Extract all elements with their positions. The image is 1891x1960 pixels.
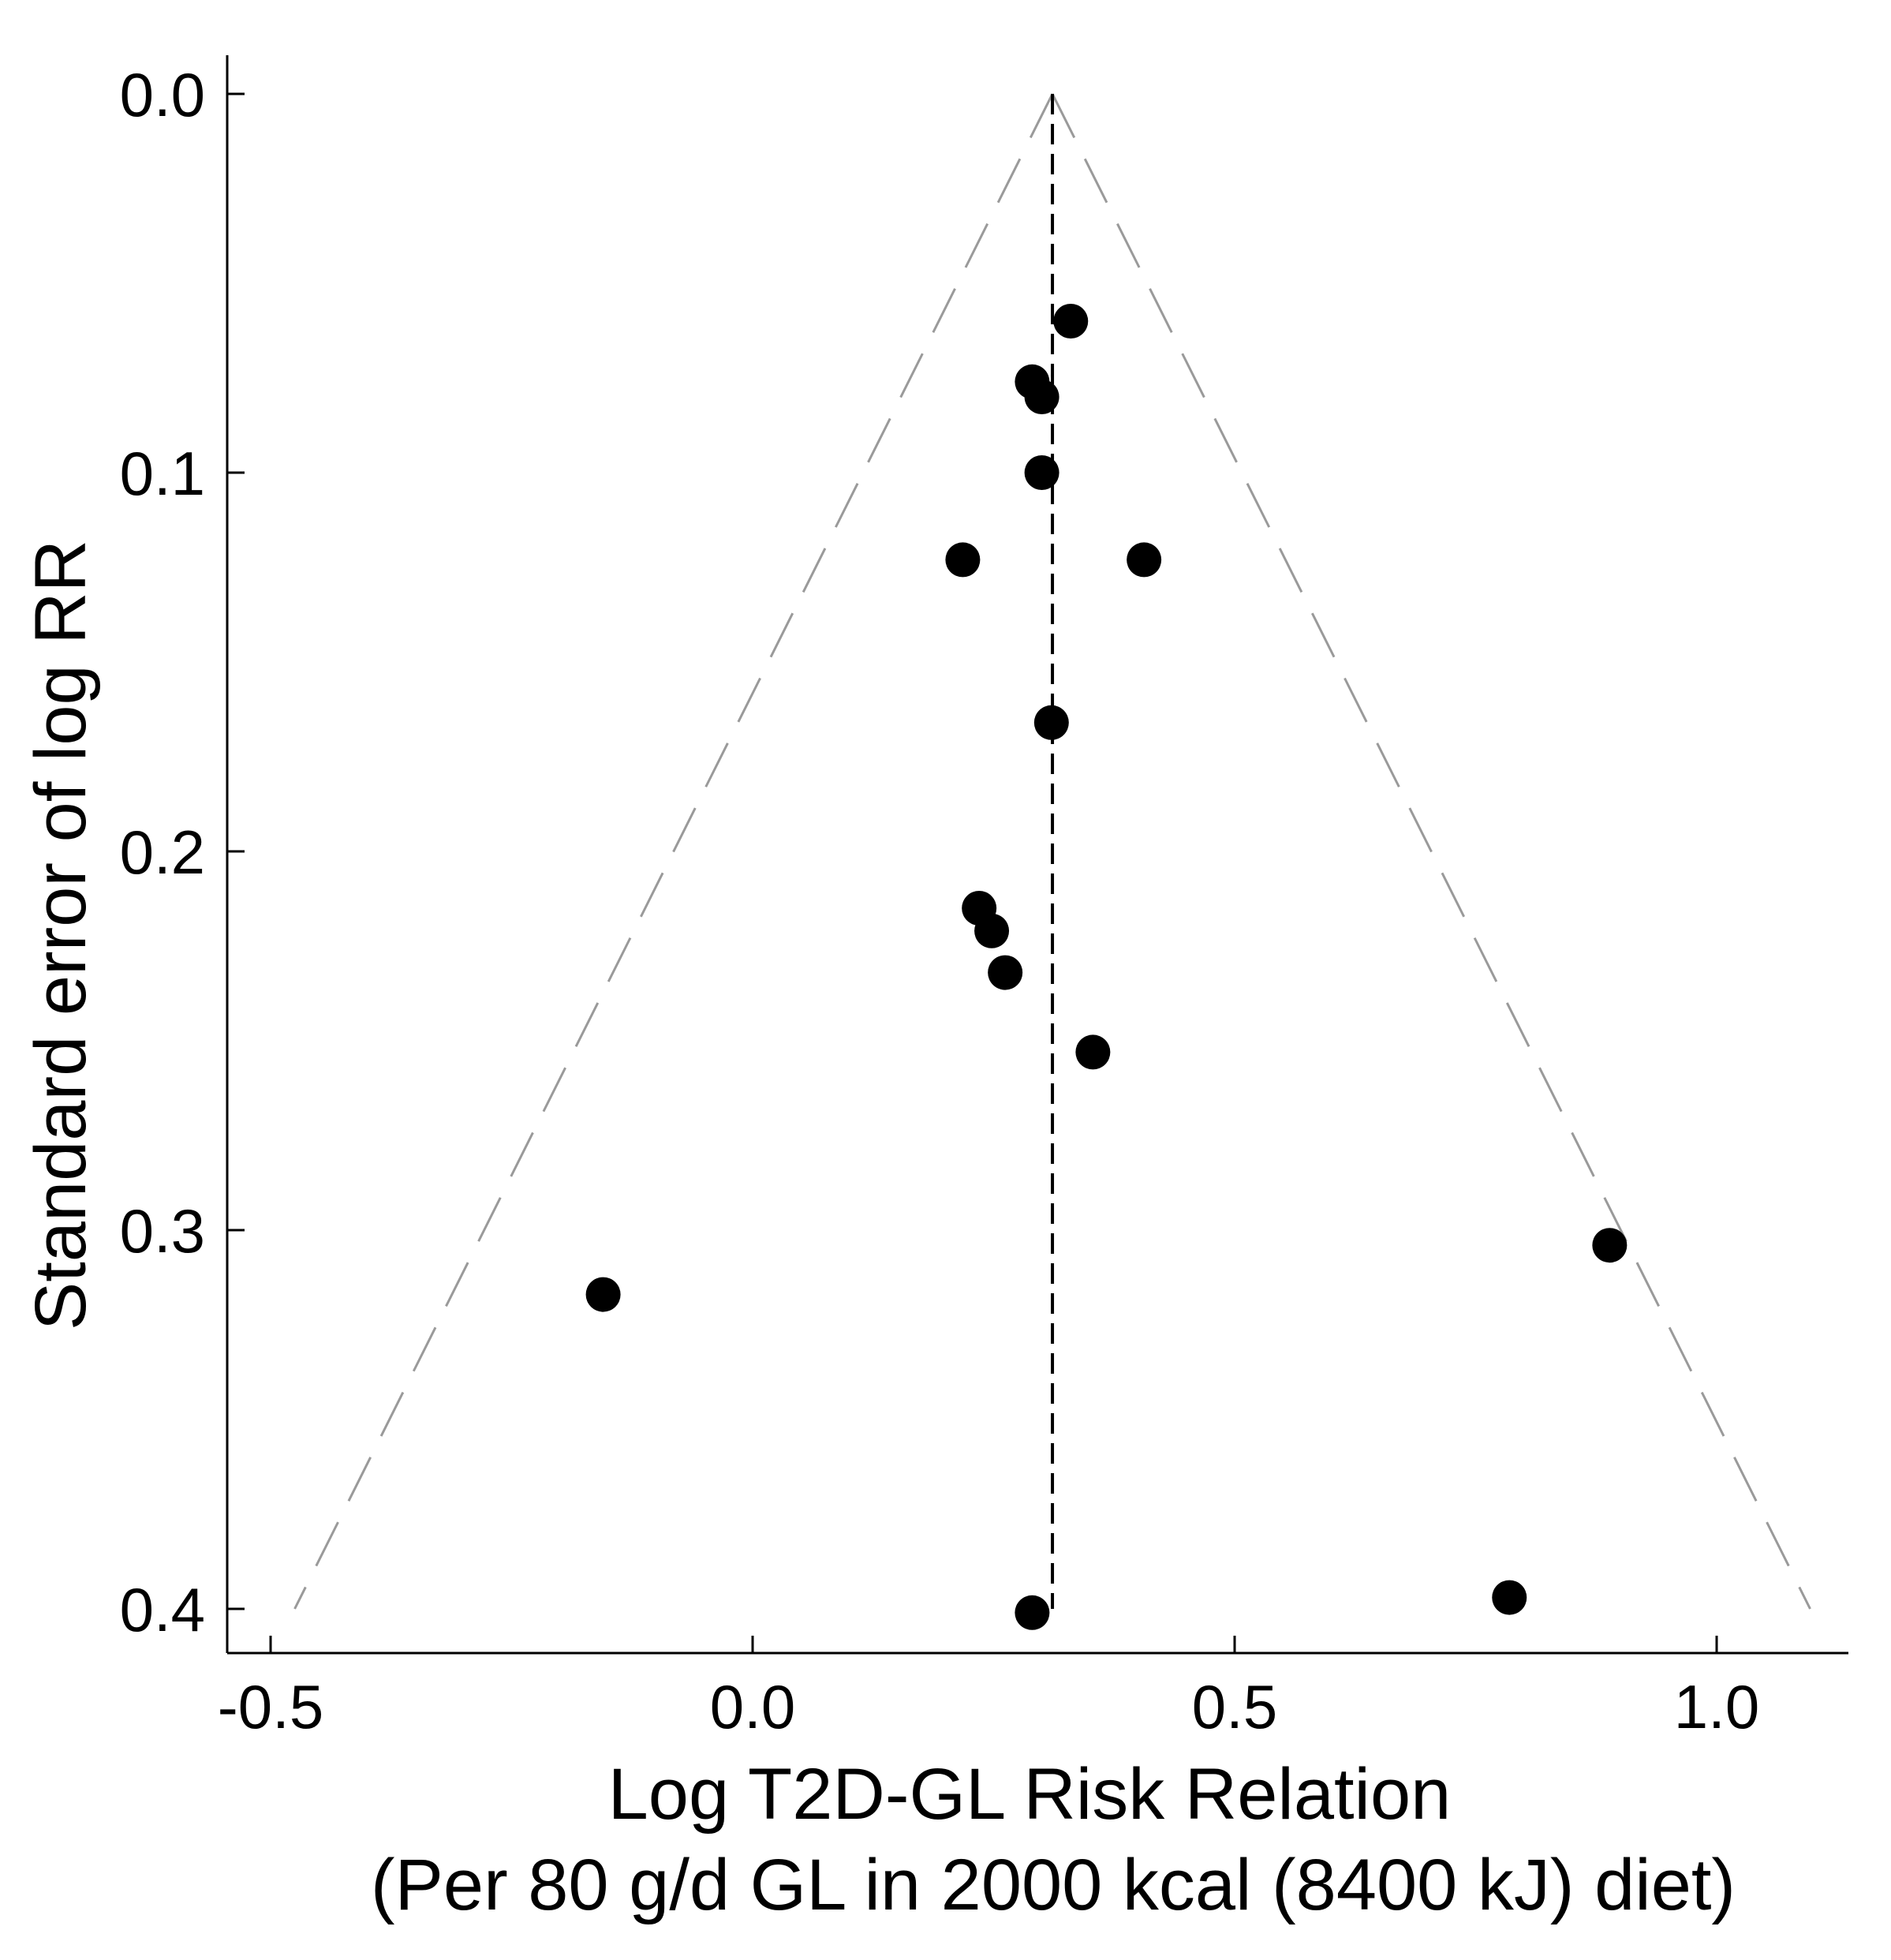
x-tick-label: 1.0 xyxy=(1674,1672,1759,1741)
y-tick-label: 0.1 xyxy=(120,439,205,508)
study-point xyxy=(1127,542,1162,578)
study-point xyxy=(1024,380,1059,414)
study-point xyxy=(1492,1580,1527,1615)
study-point xyxy=(1592,1228,1628,1263)
x-axis-title: Log T2D-GL Risk Relation xyxy=(608,1754,1452,1835)
study-point xyxy=(1075,1034,1111,1070)
data-points xyxy=(585,304,1628,1630)
y-tick-label: 0.2 xyxy=(120,817,205,887)
funnel-limits xyxy=(293,93,1811,1610)
x-tick-label: 0.5 xyxy=(1192,1672,1277,1741)
y-tick-label: 0.3 xyxy=(120,1196,205,1266)
study-point xyxy=(585,1277,621,1312)
study-point xyxy=(988,955,1023,990)
x-axis-subtitle: (Per 80 g/d GL in 2000 kcal (8400 kJ) di… xyxy=(371,1845,1736,1925)
study-point xyxy=(1033,705,1069,740)
y-tick-label: 0.0 xyxy=(120,60,205,129)
funnel-right-limit xyxy=(1051,93,1811,1610)
study-point xyxy=(1024,455,1059,490)
study-point xyxy=(1053,304,1089,339)
x-tick-label: 0.0 xyxy=(710,1672,795,1741)
x-axis-ticks: -0.5 0.0 0.5 1.0 xyxy=(218,1636,1759,1741)
y-axis-title: Standard error of log RR xyxy=(21,540,101,1330)
funnel-left-limit xyxy=(293,93,1054,1610)
study-point xyxy=(945,542,981,578)
study-point xyxy=(1015,1595,1050,1630)
y-tick-label: 0.4 xyxy=(120,1575,205,1644)
axes xyxy=(226,55,1848,1655)
y-axis-ticks: 0.0 0.1 0.2 0.3 0.4 xyxy=(120,60,245,1644)
x-tick-label: -0.5 xyxy=(218,1672,323,1741)
study-point xyxy=(974,913,1010,948)
